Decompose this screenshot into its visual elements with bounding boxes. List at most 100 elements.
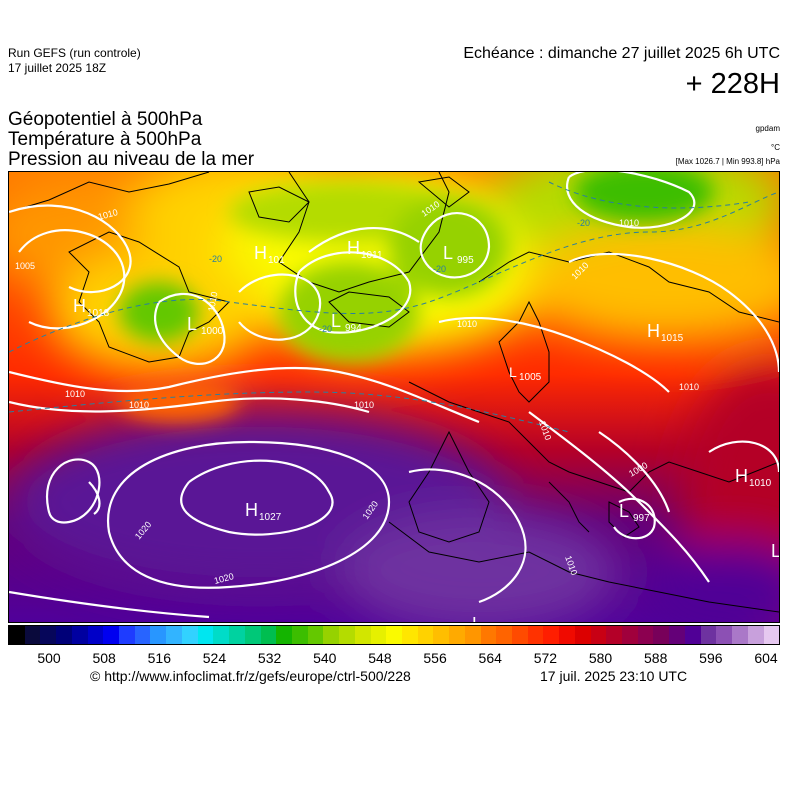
isotherm-label: -20	[433, 264, 446, 274]
run-date: 17 juillet 2025 18Z	[8, 61, 107, 75]
source-url[interactable]: © http://www.infoclimat.fr/z/gefs/europe…	[90, 668, 411, 684]
isotherm-label: -20	[209, 254, 222, 264]
svg-text:L: L	[187, 314, 197, 334]
colorbar-tick: 516	[147, 650, 171, 666]
colorbar-swatch	[559, 626, 575, 644]
pressure-center: L 997	[619, 501, 650, 524]
layer-pressure: Pression au niveau de la mer	[8, 149, 255, 170]
svg-text:L: L	[443, 243, 453, 263]
colorbar-swatch	[150, 626, 167, 644]
coastlines	[9, 172, 779, 613]
svg-text:L: L	[509, 364, 517, 380]
svg-text:1011: 1011	[361, 250, 383, 261]
isobar-label: 1010	[457, 319, 477, 329]
pressure-center: H 1018	[73, 296, 110, 319]
isobar-label: 1010	[206, 291, 219, 312]
isotherm-label: -20	[319, 324, 332, 334]
layer-geopotential: Géopotentiel à 500hPa	[8, 109, 203, 130]
pressure-center: H 1015	[647, 321, 684, 344]
colorbar-swatch	[260, 626, 277, 644]
run-model: Run GEFS (run controle)	[8, 46, 141, 60]
pressure-center: L 994	[331, 311, 362, 334]
colorbar-swatch	[590, 626, 607, 644]
colorbar-swatch	[24, 626, 41, 644]
svg-text:1005: 1005	[519, 372, 542, 383]
colorbar-swatch	[87, 626, 104, 644]
isobar-label: 1005	[15, 261, 35, 271]
colorbar-swatch	[449, 626, 465, 644]
isobar-label: 1010	[619, 218, 639, 228]
colorbar-swatch	[433, 626, 450, 644]
generated-timestamp: 17 juil. 2025 23:10 UTC	[540, 668, 688, 684]
colorbar-swatch	[213, 626, 230, 644]
isotherms	[9, 181, 779, 433]
lead-time: + 228H	[685, 68, 780, 100]
validity-text: Echéance : dimanche 27 juillet 2025 6h U…	[463, 45, 780, 62]
colorbar-swatch	[134, 626, 151, 644]
svg-text:L: L	[619, 501, 629, 521]
colorbar-tick: 532	[257, 650, 282, 666]
colorbar-swatch	[480, 626, 497, 644]
colorbar-swatch	[684, 626, 701, 644]
svg-text:H: H	[254, 243, 267, 263]
colorbar-swatch	[244, 626, 261, 644]
colorbar-swatch	[763, 626, 780, 644]
layer-temperature: Température à 500hPa	[8, 129, 202, 150]
colorbar-swatch	[653, 626, 670, 644]
colorbar-swatch	[71, 626, 88, 644]
svg-text:1000: 1000	[201, 326, 224, 337]
colorbar-swatch	[637, 626, 654, 644]
pressure-centers: H 1018 L 1000 H 1011 H 101 L 995 L 994 H 1015 L…	[73, 238, 779, 622]
pressure-center: H 1011	[347, 238, 383, 261]
colorbar-swatch	[527, 626, 544, 644]
colorbar-tick: 596	[699, 650, 723, 666]
pressure-center: L 1005	[509, 364, 542, 383]
colorbar-tick: 556	[423, 650, 447, 666]
colorbar-tick: 564	[478, 650, 502, 666]
colorbar-swatch	[119, 626, 135, 644]
colorbar-swatch	[307, 626, 324, 644]
isobar-label: 1010	[129, 400, 149, 410]
weather-map[interactable]: H 1018 L 1000 H 1011 H 101 L 995 L 994 H 1015 L…	[8, 171, 780, 623]
svg-text:H: H	[245, 500, 258, 520]
isobar-label: 1010	[354, 400, 374, 410]
colorbar-swatch	[56, 626, 72, 644]
colorbar-swatch	[181, 626, 198, 644]
svg-text:1027: 1027	[259, 512, 282, 523]
isobar-label: 1010	[65, 389, 85, 399]
svg-text:101: 101	[268, 255, 285, 266]
colorbar-swatch	[229, 626, 245, 644]
colorbar-tick: 548	[368, 650, 392, 666]
colorbar	[8, 625, 780, 645]
pressure-center: L 995	[443, 243, 474, 266]
colorbar-swatch	[606, 626, 623, 644]
cold-pools	[119, 172, 714, 422]
colorbar-swatch	[323, 626, 340, 644]
pressure-center: H 101	[254, 243, 285, 266]
pressure-center: L	[771, 541, 779, 561]
colorbar-swatch	[291, 626, 308, 644]
colorbar-tick: 580	[588, 650, 613, 666]
svg-text:995: 995	[457, 255, 474, 266]
svg-text:1015: 1015	[661, 333, 684, 344]
svg-text:997: 997	[633, 513, 650, 524]
colorbar-tick: 588	[644, 650, 668, 666]
colorbar-swatch	[40, 626, 57, 644]
colorbar-swatch	[417, 626, 434, 644]
pressure-center: L 1000	[187, 314, 224, 337]
colorbar-swatch	[716, 626, 733, 644]
colorbar-swatch	[339, 626, 355, 644]
svg-text:H: H	[73, 296, 86, 316]
colorbar-swatch	[464, 626, 481, 644]
isotherm-labels: -20 -20 -20 -20	[209, 218, 590, 334]
svg-text:H: H	[735, 466, 748, 486]
pressure-center: L	[472, 614, 482, 622]
colorbar-swatch	[622, 626, 638, 644]
colorbar-tick: 540	[313, 650, 337, 666]
map-canvas: H 1018 L 1000 H 1011 H 101 L 995 L 994 H 1015 L…	[9, 172, 779, 622]
unit-pressure: [Max 1026.7 | Min 993.8] hPa	[675, 157, 780, 166]
colorbar-swatch	[276, 626, 292, 644]
svg-text:1010: 1010	[749, 478, 772, 489]
colorbar-swatch	[401, 626, 418, 644]
colorbar-tick: 500	[37, 650, 61, 666]
